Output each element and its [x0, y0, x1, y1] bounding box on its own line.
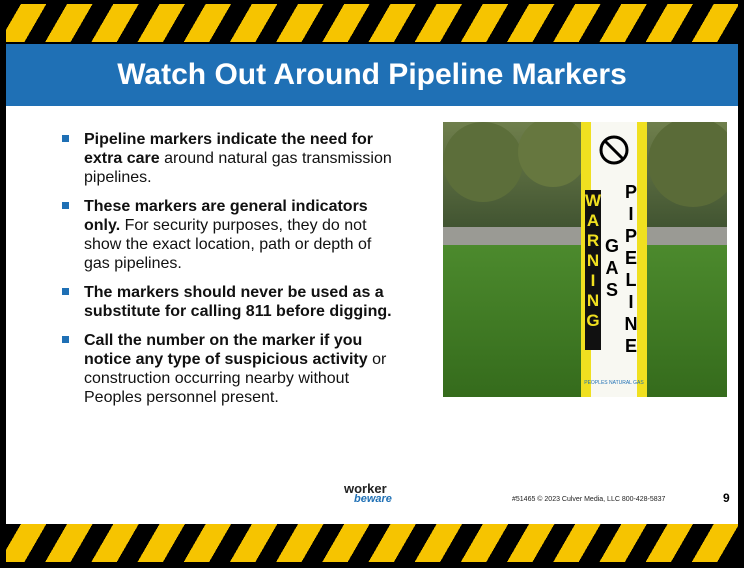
bullet: These markers are general indicators onl… — [62, 197, 397, 273]
copyright: #51465 © 2023 Culver Media, LLC 800-428-… — [512, 496, 665, 503]
bullet: Pipeline markers indicate the need for e… — [62, 130, 397, 187]
bullet-list: Pipeline markers indicate the need for e… — [62, 130, 397, 417]
bullet: Call the number on the marker if you not… — [62, 331, 397, 407]
bullet: The markers should never be used as a su… — [62, 283, 397, 321]
hazard-stripes — [6, 524, 738, 562]
sign-company: PEOPLES NATURAL GAS — [584, 380, 644, 386]
content: Pipeline markers indicate the need for e… — [6, 106, 738, 524]
hazard-stripes — [6, 4, 738, 42]
slide: Watch Out Around Pipeline Markers Pipeli… — [0, 0, 744, 568]
bullet-bold: The markers should never be used as a su… — [84, 284, 392, 320]
title: Watch Out Around Pipeline Markers — [6, 44, 738, 106]
bullet-text: For security purposes, they do not show … — [84, 217, 371, 272]
page-number: 9 — [723, 491, 730, 505]
logo: worker beware — [344, 484, 392, 504]
bullet-bold: Call the number on the marker if you not… — [84, 332, 368, 368]
